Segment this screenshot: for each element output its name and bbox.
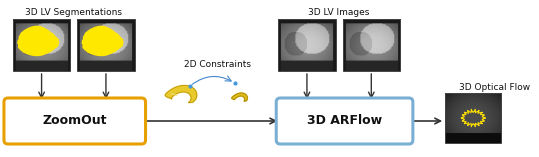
Text: 3D LV Segmentations: 3D LV Segmentations	[25, 8, 122, 17]
Text: 2D Constraints: 2D Constraints	[184, 60, 251, 69]
Text: ZoomOut: ZoomOut	[43, 114, 107, 127]
Polygon shape	[232, 93, 247, 101]
Text: 3D Optical Flow: 3D Optical Flow	[459, 83, 530, 92]
FancyBboxPatch shape	[4, 98, 146, 144]
FancyBboxPatch shape	[276, 98, 413, 144]
Bar	[445, 93, 501, 143]
Text: 3D LV Images: 3D LV Images	[308, 8, 369, 17]
Polygon shape	[82, 26, 123, 56]
Bar	[278, 19, 336, 71]
Bar	[343, 19, 400, 71]
Polygon shape	[18, 26, 59, 56]
Text: 3D ARFlow: 3D ARFlow	[307, 114, 382, 127]
Bar	[13, 19, 70, 71]
Polygon shape	[165, 85, 197, 103]
Bar	[77, 19, 135, 71]
